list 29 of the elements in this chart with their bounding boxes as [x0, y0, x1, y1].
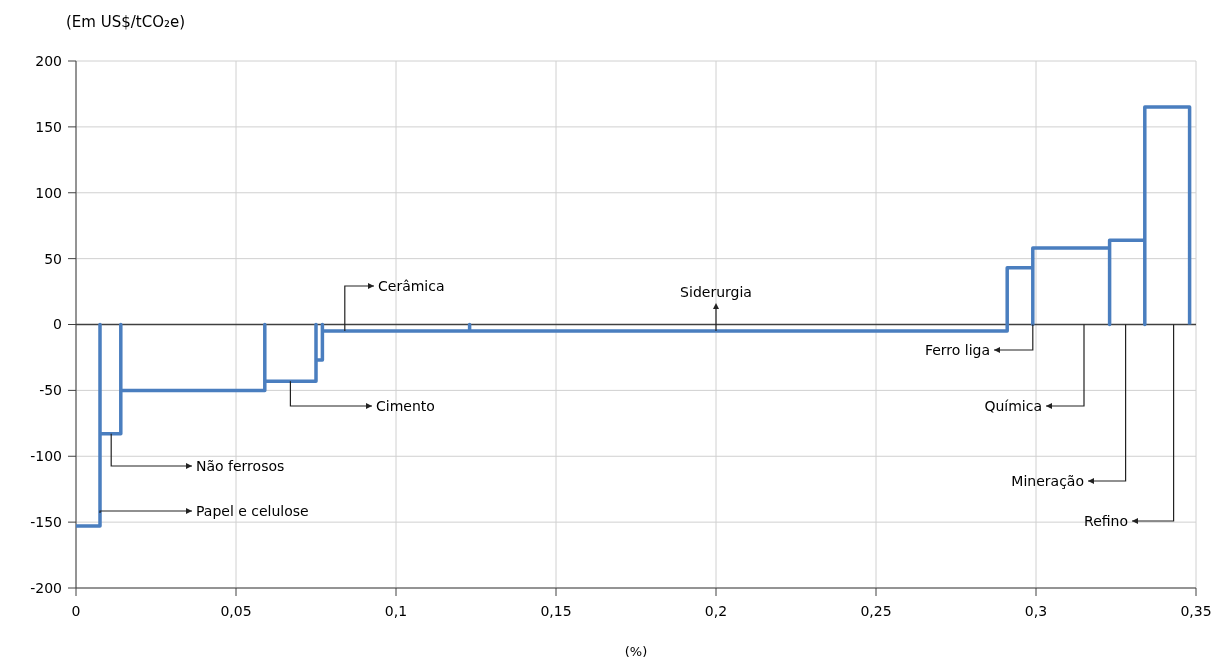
- y-tick-label: -100: [30, 448, 62, 465]
- annotation: Siderurgia: [680, 283, 752, 300]
- annotation: Química: [984, 397, 1042, 414]
- annotation: Ferro liga: [924, 341, 990, 358]
- annotation: Cimento: [376, 397, 435, 414]
- y-tick-label: -150: [30, 514, 62, 531]
- x-tick-label: 0,05: [220, 603, 252, 619]
- annotation: Cerâmica: [378, 277, 445, 294]
- y-tick-label: -200: [30, 579, 62, 596]
- y-tick-label: 0: [53, 316, 62, 333]
- y-tick-label: 50: [44, 250, 62, 267]
- line-series: [74, 105, 1192, 528]
- y-tick-label: 200: [35, 52, 62, 69]
- annotation: Papel e celulose: [196, 502, 309, 519]
- x-tick-label: 0,35: [1180, 603, 1212, 619]
- x-tick-label: 0: [71, 603, 81, 619]
- annotation: Não ferrosos: [196, 457, 285, 474]
- annotation: Mineração: [1011, 472, 1084, 489]
- y-tick-label: 100: [35, 184, 62, 201]
- y-tick-label: -50: [39, 382, 62, 399]
- x-tick-label: 0,3: [1024, 603, 1048, 619]
- x-tick-label: 0,1: [384, 603, 408, 619]
- x-tick-label: 0,25: [860, 603, 892, 619]
- y-axis-title: (Em US$/tCO₂e): [66, 13, 186, 31]
- y-tick-label: 150: [35, 118, 62, 135]
- x-tick-label: 0,2: [704, 603, 728, 619]
- x-tick-label: 0,15: [540, 603, 572, 619]
- x-axis-title: (%): [624, 644, 648, 659]
- annotation: Refino: [1084, 512, 1128, 529]
